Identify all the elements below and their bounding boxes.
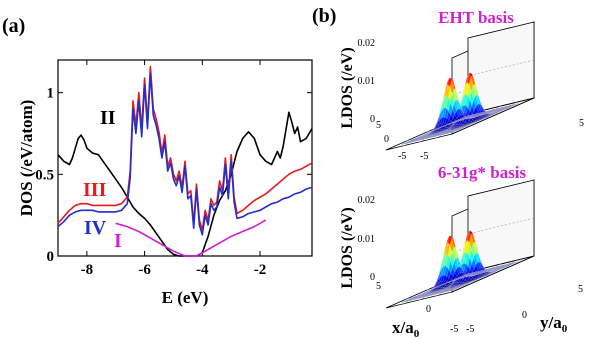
panel-a-ticks: -8 -6 -4 -2 0 0.5 1 [35,60,312,278]
surface-bottom-xtick-neg5: -5 [450,324,458,335]
surface-top-xtick-neg5: -5 [398,151,406,162]
surface-top-mesh [400,72,520,145]
surface-plot-top: EHT basis LDOS (/eV) 0 0.01 0.02 5 0 -5 … [339,8,584,162]
surface-grid-line [467,59,535,77]
series-line-III [57,65,313,231]
surface-grid-line [467,217,535,235]
panel-a-ytick-label: 0.5 [35,167,54,183]
panel-a-ytick-label: 0 [47,249,55,265]
surface-top-title: EHT basis [438,8,514,27]
series-line-I [115,219,267,257]
surface-top-ytick-5: 5 [579,118,584,129]
surface-bottom-xtick-5: 5 [376,281,381,292]
annotation-III: III [83,179,107,201]
panel-a-xtick-label: -2 [254,262,267,278]
surface-top-xtick-0: 0 [384,134,389,145]
surface-top-ztick-1: 0.01 [358,76,376,87]
ylabel-main: y/a [540,313,562,332]
panel-a: (a) DOS (/eV/atom) E (eV) -8 -6 -4 -200.51 … [2,15,313,307]
series-line-IV [57,72,313,236]
surface-top-ztick-2: 0.02 [358,38,376,49]
panel-a-xtick-label: -4 [196,262,209,278]
surface-bottom-ytick-neg5: -5 [466,324,474,335]
surface-mesh-patch [400,301,405,303]
panel-a-label: (a) [2,15,25,37]
surface-top-zlabel: LDOS (/eV) [339,47,356,128]
surface-bottom-box [385,179,535,309]
surface-bottom-ztick-1: 0.01 [358,234,376,245]
panel-a-ytick-label: 1 [47,86,55,102]
panel-b-label: (b) [312,5,336,27]
surface-bottom-xtick-0: 0 [426,304,431,315]
panel-b: (b) EHT basis LDOS (/eV) 0 0.01 0.02 5 0… [312,5,584,339]
surface-bottom-title: 6-31g* basis [438,163,527,182]
surface-bottom-ytick-5: 5 [578,284,583,295]
surface-top-ztick-0: 0 [370,114,375,125]
surface-top-xtick-5: 5 [376,120,381,131]
surface-bottom-ztick-2: 0.02 [358,195,376,206]
annotation-II: II [100,107,116,129]
surface-bottom-xlabel: x/a0 [392,318,420,339]
surface-plot-bottom: 6-31g* basis LDOS (/eV) 0 0.01 0.02 5 0 … [339,163,583,339]
surface-bottom-ytick-0: 0 [522,310,527,321]
surface-top-ytick-neg5: -5 [420,151,428,162]
ylabel-sub: 0 [562,323,568,335]
panel-a-xtick-label: -6 [138,262,151,278]
surface-mesh-patch [400,143,405,145]
surface-bottom-mesh [400,230,520,303]
panel-a-xtick-label: -8 [81,262,94,278]
panel-a-series [57,65,313,257]
annotation-IV: IV [84,217,107,239]
annotation-I: I [114,230,122,252]
xlabel-sub: 0 [414,328,420,339]
panel-a-xlabel: E (eV) [162,288,209,307]
surface-bottom-zlabel: LDOS (/eV) [339,207,356,288]
surface-bottom-ylabel: y/a0 [540,313,568,335]
xlabel-main: x/a [392,318,414,337]
panel-a-ylabel: DOS (/eV/atom) [17,100,36,217]
surface-bottom-ztick-0: 0 [370,272,375,283]
surface-top-box [385,21,535,151]
